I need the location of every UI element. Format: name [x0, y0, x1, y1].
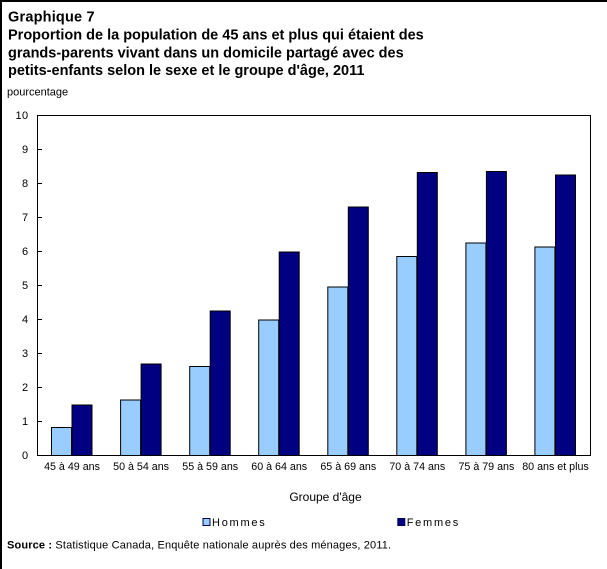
svg-text:Source : Statistique Canada, E: Source : Statistique Canada, Enquête nat…	[7, 540, 391, 552]
svg-text:50 à 54 ans: 50 à 54 ans	[113, 461, 169, 473]
svg-text:80 ans et plus: 80 ans et plus	[522, 461, 589, 473]
svg-text:pourcentage: pourcentage	[7, 87, 68, 99]
svg-text:10: 10	[15, 110, 28, 122]
svg-text:3: 3	[22, 348, 29, 360]
svg-text:2: 2	[22, 382, 29, 394]
svg-text:0: 0	[22, 450, 29, 462]
svg-text:Groupe d'âge: Groupe d'âge	[289, 490, 362, 504]
svg-text:1: 1	[22, 416, 29, 428]
svg-text:65 à 69 ans: 65 à 69 ans	[320, 461, 376, 473]
svg-text:9: 9	[22, 144, 29, 156]
svg-text:55 à 59 ans: 55 à 59 ans	[182, 461, 238, 473]
svg-text:Proportion de la population de: Proportion de la population de 45 ans et…	[8, 28, 424, 44]
svg-text:5: 5	[22, 280, 29, 292]
svg-text:60 à 64 ans: 60 à 64 ans	[251, 461, 307, 473]
svg-text:7: 7	[22, 212, 29, 224]
svg-text:petits-enfants selon le sexe e: petits-enfants selon le sexe et le group…	[8, 63, 364, 79]
svg-text:4: 4	[22, 314, 29, 326]
svg-text:Hommes: Hommes	[212, 517, 267, 529]
svg-text:8: 8	[22, 178, 29, 190]
svg-text:Femmes: Femmes	[407, 517, 460, 529]
svg-text:75 à 79 ans: 75 à 79 ans	[458, 461, 514, 473]
svg-text:Graphique 7: Graphique 7	[8, 10, 95, 26]
svg-text:45 à 49 ans: 45 à 49 ans	[44, 461, 100, 473]
svg-text:grands-parents vivant dans un: grands-parents vivant dans un domicile p…	[8, 46, 404, 62]
svg-text:70 à 74 ans: 70 à 74 ans	[389, 461, 445, 473]
svg-text:6: 6	[22, 246, 29, 258]
